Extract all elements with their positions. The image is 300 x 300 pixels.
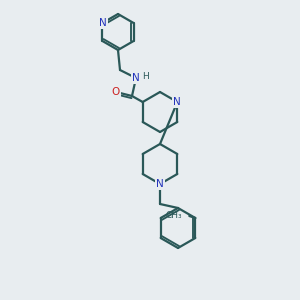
- Text: N: N: [132, 73, 140, 83]
- Text: CH₃: CH₃: [166, 212, 182, 220]
- Text: N: N: [173, 97, 181, 107]
- Text: N: N: [98, 18, 106, 28]
- Text: O: O: [112, 87, 120, 97]
- Text: N: N: [156, 179, 164, 189]
- Text: H: H: [142, 72, 149, 81]
